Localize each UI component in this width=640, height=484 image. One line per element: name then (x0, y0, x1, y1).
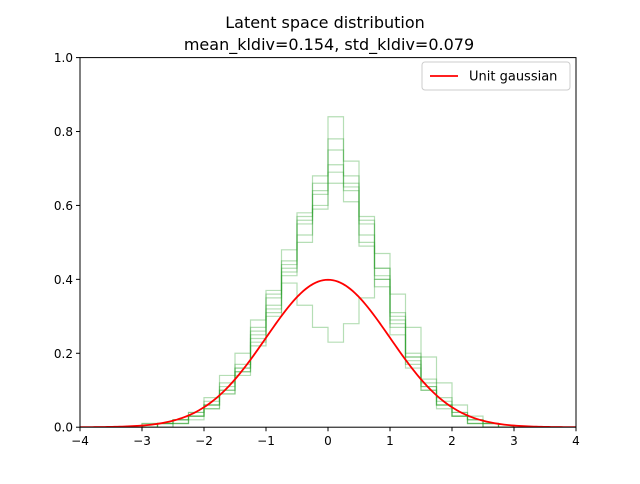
plot-area (79, 57, 577, 428)
x-tick-label: −2 (195, 434, 213, 448)
y-tick-label: 0.0 (54, 421, 73, 435)
chart-title-line1: Latent space distribution (225, 13, 425, 32)
gaussian-layer (80, 278, 576, 428)
histogram-series-1 (141, 116, 514, 428)
x-tick-label: 2 (448, 434, 456, 448)
y-tick-label: 0.2 (54, 347, 73, 361)
x-tick-label: 1 (386, 434, 394, 448)
histogram-series-2 (142, 138, 514, 428)
x-tick-label: −4 (71, 434, 89, 448)
gaussian-line (80, 278, 576, 428)
y-tick-label: 0.4 (54, 273, 73, 287)
y-axis: 0.0 0.2 0.4 0.6 0.8 1.0 (54, 51, 80, 435)
histogram-series-7 (142, 149, 514, 428)
chart-title-line2: mean_kldiv=0.154, std_kldiv=0.079 (184, 35, 474, 55)
histogram-series-6 (142, 171, 514, 428)
histogram-series-5 (142, 278, 514, 428)
x-tick-label: −3 (133, 434, 151, 448)
y-tick-label: 0.8 (54, 125, 73, 139)
x-tick-label: 4 (572, 434, 580, 448)
histogram-series-4 (141, 182, 514, 428)
x-axis: −4 −3 −2 −1 0 1 2 3 4 (71, 427, 580, 448)
x-tick-label: −1 (257, 434, 275, 448)
x-tick-label: 0 (324, 434, 332, 448)
y-tick-label: 0.6 (54, 199, 73, 213)
legend: Unit gaussian (421, 61, 571, 91)
histogram-series-3 (142, 164, 514, 428)
x-tick-label: 3 (510, 434, 518, 448)
histogram-layer (141, 116, 514, 428)
legend-label-unit-gaussian: Unit gaussian (469, 70, 557, 85)
legend-box (421, 61, 571, 91)
y-tick-label: 1.0 (54, 51, 73, 65)
